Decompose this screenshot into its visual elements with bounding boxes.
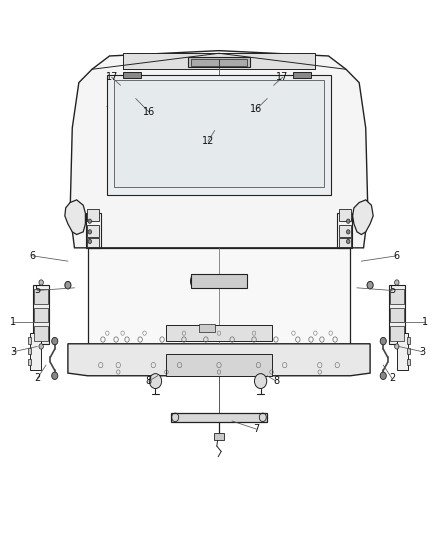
Text: 7: 7 xyxy=(253,424,259,434)
Bar xyxy=(339,238,351,247)
Bar xyxy=(107,75,331,195)
Bar xyxy=(390,308,404,322)
Bar xyxy=(407,348,410,354)
Text: 12: 12 xyxy=(202,136,214,146)
Bar xyxy=(34,289,48,304)
Polygon shape xyxy=(68,344,370,376)
Circle shape xyxy=(367,281,373,289)
Bar xyxy=(123,72,141,78)
Circle shape xyxy=(52,372,58,379)
Bar xyxy=(397,333,408,370)
Text: 1: 1 xyxy=(10,318,16,327)
Text: 3: 3 xyxy=(10,347,16,357)
Circle shape xyxy=(395,344,399,349)
Bar xyxy=(166,354,272,376)
Circle shape xyxy=(346,239,350,244)
Bar xyxy=(28,337,31,344)
Bar xyxy=(390,289,404,304)
Circle shape xyxy=(380,372,386,379)
Circle shape xyxy=(254,374,267,389)
Bar xyxy=(88,248,350,344)
Circle shape xyxy=(149,374,162,389)
Text: 17: 17 xyxy=(106,72,118,82)
Bar xyxy=(389,285,405,344)
Circle shape xyxy=(39,280,43,285)
Bar xyxy=(191,59,219,66)
Circle shape xyxy=(395,280,399,285)
Text: 5: 5 xyxy=(34,286,40,295)
Bar xyxy=(123,53,315,69)
Bar xyxy=(114,80,324,187)
Text: 3: 3 xyxy=(420,347,426,357)
Bar xyxy=(390,326,404,341)
Circle shape xyxy=(380,337,386,345)
Polygon shape xyxy=(70,51,368,248)
Bar xyxy=(219,59,247,66)
Text: 1: 1 xyxy=(422,318,428,327)
Polygon shape xyxy=(65,200,85,235)
Bar xyxy=(86,213,101,248)
Text: 8: 8 xyxy=(146,376,152,386)
Circle shape xyxy=(346,219,350,223)
Circle shape xyxy=(39,344,43,349)
Text: 5: 5 xyxy=(389,286,395,295)
Bar xyxy=(87,225,99,237)
Circle shape xyxy=(88,219,92,223)
Bar xyxy=(87,209,99,221)
Text: 2: 2 xyxy=(389,374,395,383)
Circle shape xyxy=(88,239,92,244)
Bar xyxy=(407,359,410,365)
Bar xyxy=(34,326,48,341)
Bar xyxy=(34,308,48,322)
Bar xyxy=(166,325,272,341)
Bar xyxy=(30,333,41,370)
Bar xyxy=(28,359,31,365)
Text: 6: 6 xyxy=(393,251,399,261)
Text: 16: 16 xyxy=(250,104,262,114)
Bar xyxy=(337,213,352,248)
Bar xyxy=(293,72,311,78)
Bar xyxy=(171,413,267,422)
Bar xyxy=(339,225,351,237)
Circle shape xyxy=(65,281,71,289)
Bar xyxy=(33,285,49,344)
Circle shape xyxy=(88,230,92,234)
Bar xyxy=(87,238,99,247)
Bar xyxy=(214,433,224,440)
Bar xyxy=(28,348,31,354)
Circle shape xyxy=(346,230,350,234)
Bar xyxy=(188,57,250,67)
Polygon shape xyxy=(353,200,373,235)
Text: 6: 6 xyxy=(30,251,36,261)
Circle shape xyxy=(52,337,58,345)
Text: 16: 16 xyxy=(143,107,155,117)
Text: 17: 17 xyxy=(276,72,289,82)
Text: 2: 2 xyxy=(34,374,40,383)
Bar xyxy=(407,337,410,344)
Bar xyxy=(339,209,351,221)
Text: 8: 8 xyxy=(273,376,279,386)
Bar xyxy=(199,324,215,332)
Bar xyxy=(191,274,247,288)
